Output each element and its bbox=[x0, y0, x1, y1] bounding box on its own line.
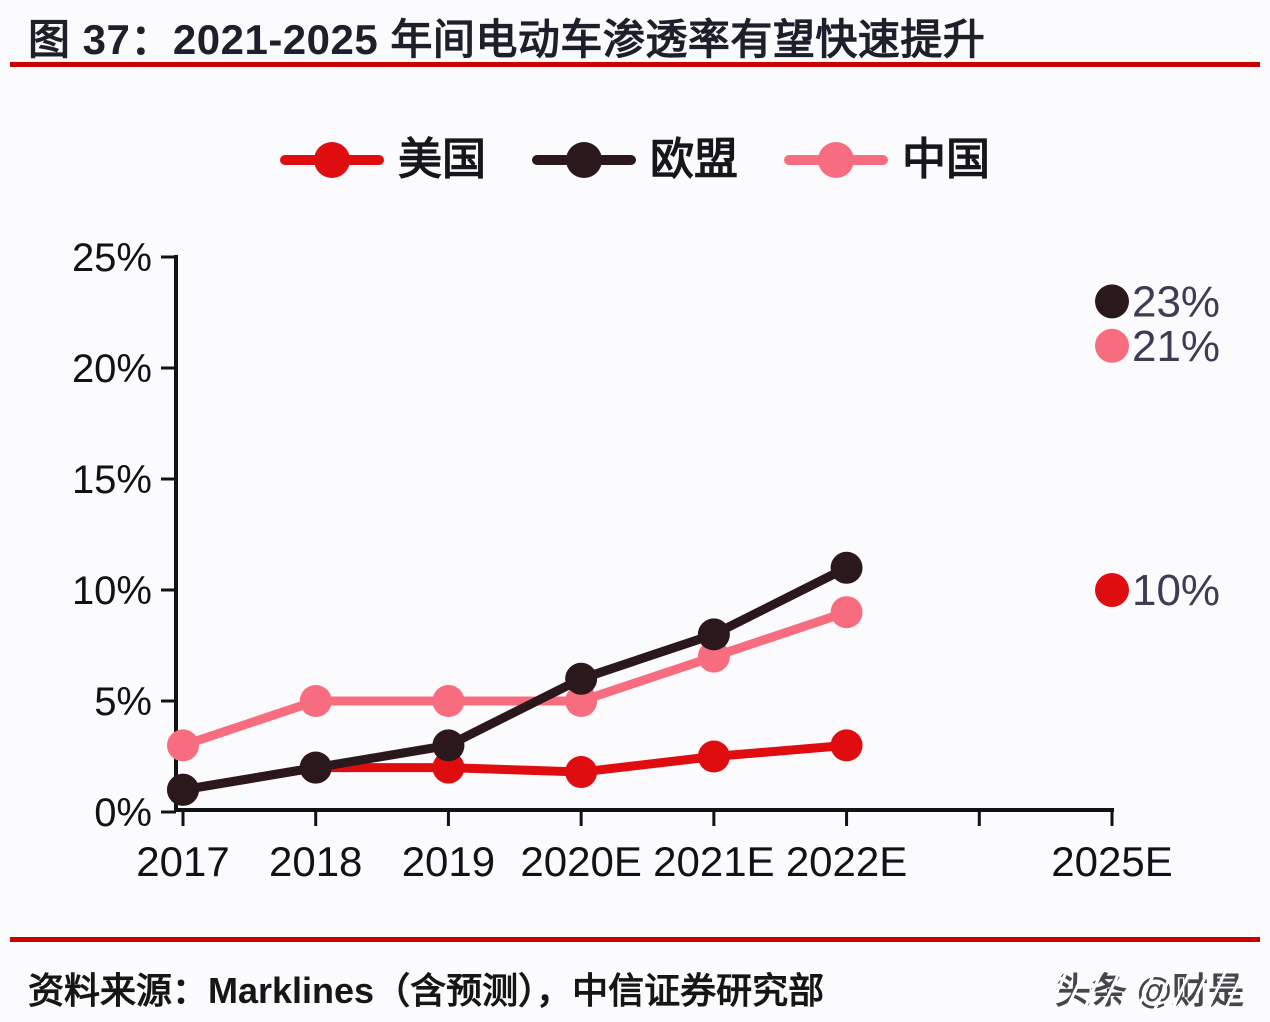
data-point-2 bbox=[299, 685, 332, 717]
data-point-0 bbox=[565, 756, 598, 789]
data-point-2 bbox=[167, 729, 199, 762]
forecast-value-label: 23% bbox=[1132, 277, 1220, 326]
data-point-1 bbox=[167, 773, 199, 806]
data-point-0 bbox=[830, 729, 863, 762]
forecast-point-2 bbox=[1094, 328, 1129, 363]
data-point-1 bbox=[830, 551, 863, 584]
data-point-2 bbox=[697, 640, 730, 673]
forecast-point-1 bbox=[1094, 284, 1129, 319]
data-point-1 bbox=[299, 751, 332, 784]
source-text: 资料来源：Marklines（含预测），中信证券研究部 bbox=[28, 970, 825, 1011]
data-point-1 bbox=[697, 618, 730, 651]
series-line-2 bbox=[178, 607, 852, 750]
x-tick-label: 2017 bbox=[136, 838, 229, 885]
data-point-0 bbox=[432, 751, 465, 784]
y-tick-label: 10% bbox=[72, 569, 152, 613]
title-divider-rule bbox=[10, 62, 1260, 67]
data-point-0 bbox=[697, 740, 730, 773]
legend-item-china: 中国 bbox=[784, 138, 990, 182]
y-tick-label: 20% bbox=[72, 347, 152, 391]
series-line-1 bbox=[178, 563, 852, 795]
y-tick-label: 5% bbox=[94, 680, 152, 724]
data-point-2 bbox=[432, 685, 465, 717]
forecast-value-label: 21% bbox=[1132, 322, 1220, 371]
data-point-1 bbox=[432, 729, 465, 762]
legend-label-eu: 欧盟 bbox=[650, 135, 738, 184]
legend-line-dot-marker bbox=[280, 140, 384, 180]
legend-label-china: 中国 bbox=[902, 135, 990, 184]
data-point-2 bbox=[565, 685, 598, 717]
footer-divider-rule bbox=[10, 937, 1260, 942]
x-tick-label: 2022E bbox=[786, 838, 907, 885]
forecast-point-0 bbox=[1094, 573, 1129, 607]
data-point-1 bbox=[565, 662, 598, 695]
legend-item-usa: 美国 bbox=[280, 138, 486, 182]
y-tick-label: 15% bbox=[72, 458, 152, 502]
legend-dot bbox=[314, 142, 350, 178]
legend-item-eu: 欧盟 bbox=[532, 138, 738, 182]
watermark-text: 头条 @财是 bbox=[1055, 962, 1244, 1014]
x-tick-label: 2020E bbox=[520, 838, 641, 885]
forecast-value-label: 10% bbox=[1132, 566, 1220, 615]
data-point-2 bbox=[830, 596, 863, 629]
x-tick-label: 2018 bbox=[269, 838, 362, 885]
legend-line-dot-marker bbox=[532, 140, 636, 180]
x-tick-label: 2019 bbox=[402, 838, 495, 885]
y-tick-label: 0% bbox=[94, 791, 152, 835]
legend: 美国 欧盟 中国 bbox=[0, 124, 1270, 196]
legend-line-dot-marker bbox=[784, 140, 888, 180]
page-title: 图 37：2021-2025 年间电动车渗透率有望快速提升 bbox=[28, 16, 986, 63]
x-tick-label: 2021E bbox=[653, 838, 774, 885]
x-tick-label: 2025E bbox=[1051, 838, 1172, 885]
legend-dot bbox=[818, 142, 854, 178]
series-line-0 bbox=[178, 740, 852, 795]
y-tick-label: 25% bbox=[72, 236, 152, 280]
legend-label-usa: 美国 bbox=[398, 135, 486, 184]
legend-dot bbox=[566, 142, 602, 178]
